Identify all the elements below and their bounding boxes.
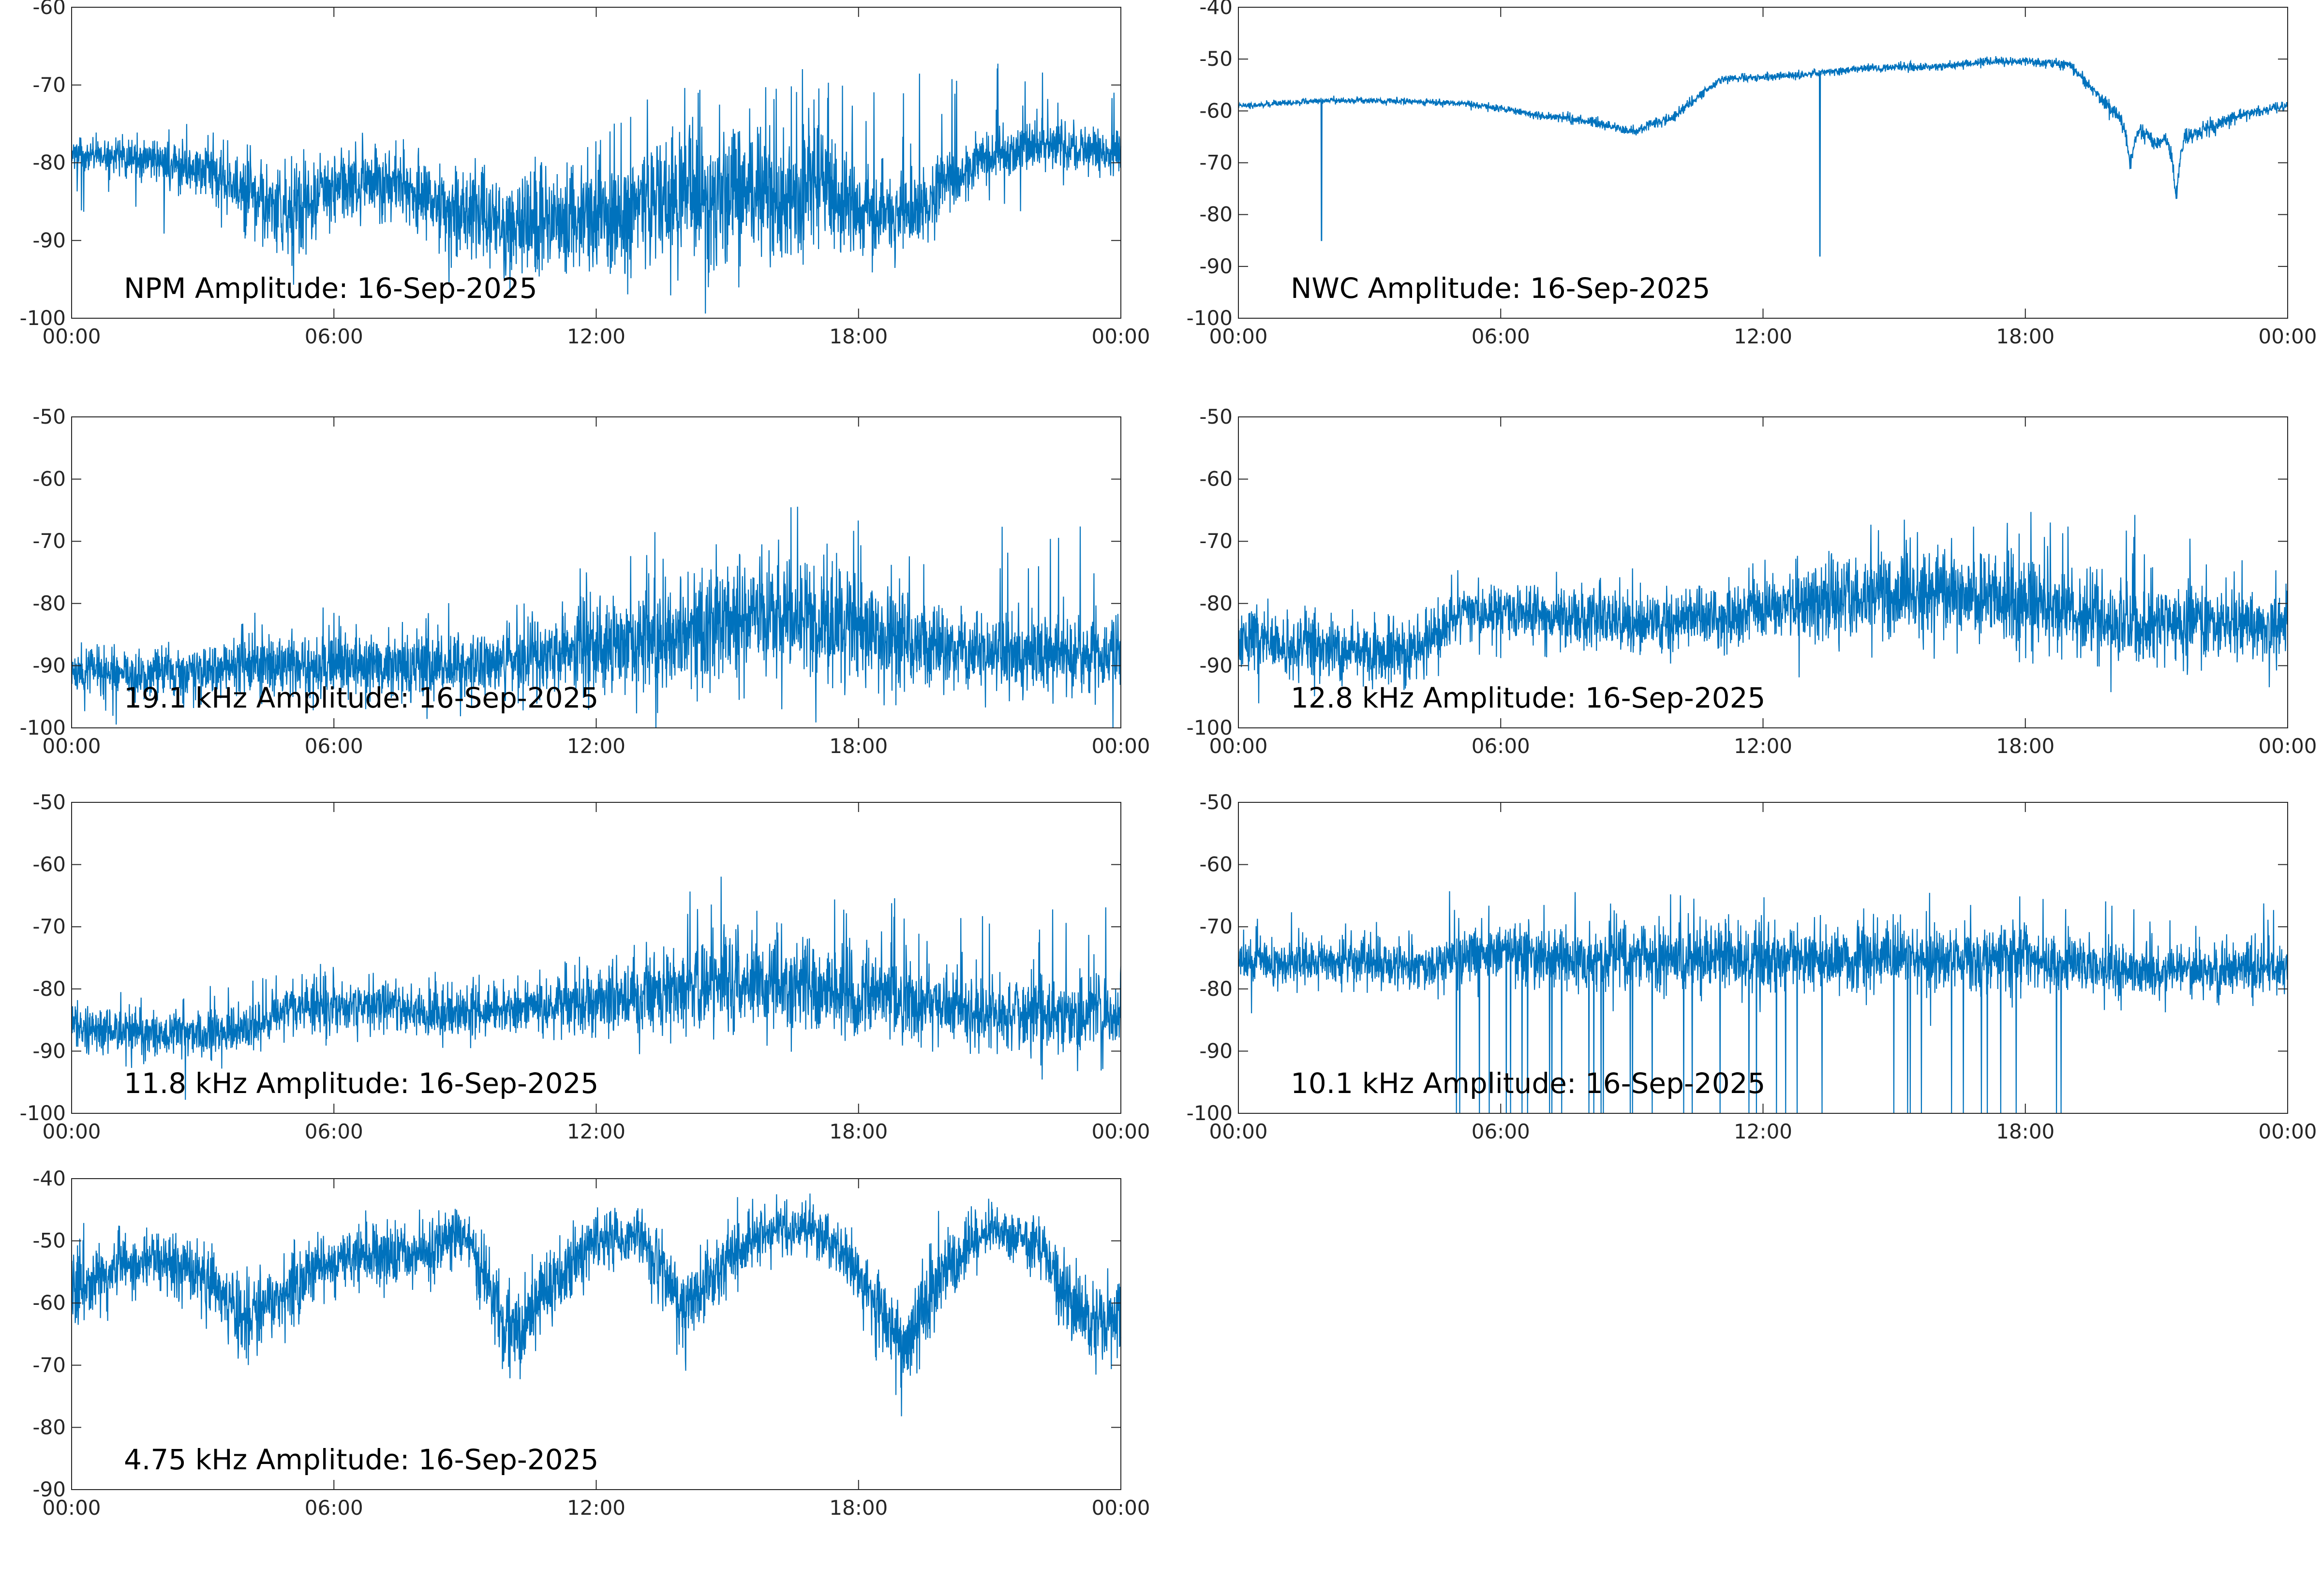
x-tick-label: 12:00 <box>1734 325 1792 348</box>
x-tick-label: 00:00 <box>1091 734 1150 758</box>
y-tick-label: -50 <box>32 405 66 429</box>
x-tick-label: 00:00 <box>42 325 101 348</box>
x-tick-label: 06:00 <box>305 325 363 348</box>
y-tick-label: -70 <box>1199 915 1233 938</box>
x-tick-label: 06:00 <box>305 1496 363 1520</box>
x-tick-label: 06:00 <box>305 734 363 758</box>
x-tick-label: 00:00 <box>1209 734 1267 758</box>
x-tick-label: 18:00 <box>829 325 888 348</box>
x-tick-label: 06:00 <box>305 1120 363 1143</box>
y-tick-label: -80 <box>1199 977 1233 1001</box>
y-tick-label: -80 <box>32 977 66 1001</box>
x-tick-label: 12:00 <box>567 325 625 348</box>
series-line <box>1237 512 2289 704</box>
x-tick-label: 00:00 <box>1209 1120 1267 1143</box>
series-line <box>71 876 1122 1100</box>
x-tick-label: 12:00 <box>567 1120 625 1143</box>
y-tick-label: -100 <box>1187 1101 1233 1125</box>
y-tick-label: -60 <box>32 1291 66 1315</box>
y-tick-label: -70 <box>32 1353 66 1377</box>
series-line <box>71 506 1122 728</box>
y-tick-label: -40 <box>32 1167 66 1190</box>
x-tick-label: 06:00 <box>1472 734 1530 758</box>
y-tick-label: -80 <box>1199 203 1233 226</box>
y-tick-label: -90 <box>32 1478 66 1501</box>
x-tick-label: 18:00 <box>829 1120 888 1143</box>
x-tick-label: 18:00 <box>829 734 888 758</box>
y-tick-label: -50 <box>1199 47 1233 71</box>
chart-title: 4.75 kHz Amplitude: 16-Sep-2025 <box>124 1443 598 1476</box>
y-tick-label: -90 <box>32 1039 66 1063</box>
y-tick-label: -60 <box>1199 467 1233 491</box>
chart-panel-2: -100 -90 -80 -70 -60 -50 00:00 06:00 12:00 18:00 0… <box>20 405 1150 758</box>
y-tick-label: -60 <box>1199 99 1233 122</box>
y-tick-label: -80 <box>32 1415 66 1439</box>
x-tick-label: 00:00 <box>42 1496 101 1520</box>
chart-title: 10.1 kHz Amplitude: 16-Sep-2025 <box>1291 1067 1765 1100</box>
y-tick-label: -100 <box>1187 306 1233 330</box>
y-tick-label: -90 <box>1199 1039 1233 1063</box>
x-tick-label: 00:00 <box>2258 734 2317 758</box>
x-tick-label: 18:00 <box>1996 325 2054 348</box>
chart-title: 12.8 kHz Amplitude: 16-Sep-2025 <box>1291 681 1765 714</box>
series-line <box>1237 891 2289 1114</box>
x-tick-label: 12:00 <box>567 1496 625 1520</box>
y-tick-label: -60 <box>32 853 66 876</box>
y-tick-label: -50 <box>1199 790 1233 814</box>
x-tick-label: 00:00 <box>2258 325 2317 348</box>
chart-panel-4: -100 -90 -80 -70 -60 -50 00:00 06:00 12:00 18:00 0… <box>20 790 1150 1143</box>
y-tick-label: -90 <box>1199 254 1233 278</box>
y-tick-label: -60 <box>32 467 66 491</box>
x-tick-label: 00:00 <box>1091 325 1150 348</box>
series-line <box>1237 56 2289 257</box>
y-tick-label: -90 <box>32 228 66 252</box>
x-tick-label: 00:00 <box>42 1120 101 1143</box>
x-tick-label: 00:00 <box>1209 325 1267 348</box>
x-tick-label: 18:00 <box>829 1496 888 1520</box>
y-tick-label: -40 <box>1199 0 1233 19</box>
x-tick-label: 12:00 <box>1734 734 1792 758</box>
chart-title: NWC Amplitude: 16-Sep-2025 <box>1291 272 1710 305</box>
y-tick-label: -50 <box>32 790 66 814</box>
x-tick-label: 00:00 <box>42 734 101 758</box>
x-tick-label: 18:00 <box>1996 734 2054 758</box>
x-tick-label: 00:00 <box>1091 1496 1150 1520</box>
series-line <box>71 63 1122 314</box>
y-tick-label: -100 <box>20 306 66 330</box>
y-tick-label: -100 <box>20 716 66 739</box>
y-tick-label: -70 <box>32 915 66 938</box>
x-tick-label: 12:00 <box>567 734 625 758</box>
x-tick-label: 12:00 <box>1734 1120 1792 1143</box>
y-tick-label: -70 <box>32 73 66 97</box>
chart-panel-5: -100 -90 -80 -70 -60 -50 00:00 06:00 12:00 18:00 0… <box>1187 790 2317 1143</box>
chart-panel-0: -100 -90 -80 -70 -60 00:00 06:00 12:00 18:00 00:0… <box>20 0 1150 348</box>
y-tick-label: -70 <box>1199 529 1233 553</box>
y-tick-label: -80 <box>32 591 66 615</box>
y-tick-label: -100 <box>20 1101 66 1125</box>
y-tick-label: -60 <box>1199 853 1233 876</box>
chart-panel-3: -100 -90 -80 -70 -60 -50 00:00 06:00 12:00 18:00 0… <box>1187 405 2317 758</box>
x-tick-label: 06:00 <box>1472 325 1530 348</box>
chart-title: 11.8 kHz Amplitude: 16-Sep-2025 <box>124 1067 598 1100</box>
y-tick-label: -90 <box>1199 653 1233 677</box>
x-tick-label: 00:00 <box>1091 1120 1150 1143</box>
chart-title: NPM Amplitude: 16-Sep-2025 <box>124 272 537 305</box>
y-tick-label: -80 <box>1199 591 1233 615</box>
y-tick-label: -60 <box>32 0 66 19</box>
y-tick-label: -50 <box>1199 405 1233 429</box>
x-tick-label: 18:00 <box>1996 1120 2054 1143</box>
y-tick-label: -70 <box>32 529 66 553</box>
y-tick-label: -70 <box>1199 151 1233 175</box>
chart-panel-1: -100 -90 -80 -70 -60 -50 -40 00:00 06:00 12:00 18:… <box>1187 0 2317 348</box>
chart-title: 19.1 kHz Amplitude: 16-Sep-2025 <box>124 681 598 714</box>
y-tick-label: -50 <box>32 1229 66 1253</box>
y-tick-label: -90 <box>32 653 66 677</box>
y-tick-label: -100 <box>1187 716 1233 739</box>
series-line <box>71 1193 1122 1417</box>
y-tick-label: -80 <box>32 151 66 175</box>
chart-panel-6: -90 -80 -70 -60 -50 -40 00:00 06:00 12:00 18:00 00… <box>32 1167 1150 1520</box>
x-tick-label: 00:00 <box>2258 1120 2317 1143</box>
x-tick-label: 06:00 <box>1472 1120 1530 1143</box>
